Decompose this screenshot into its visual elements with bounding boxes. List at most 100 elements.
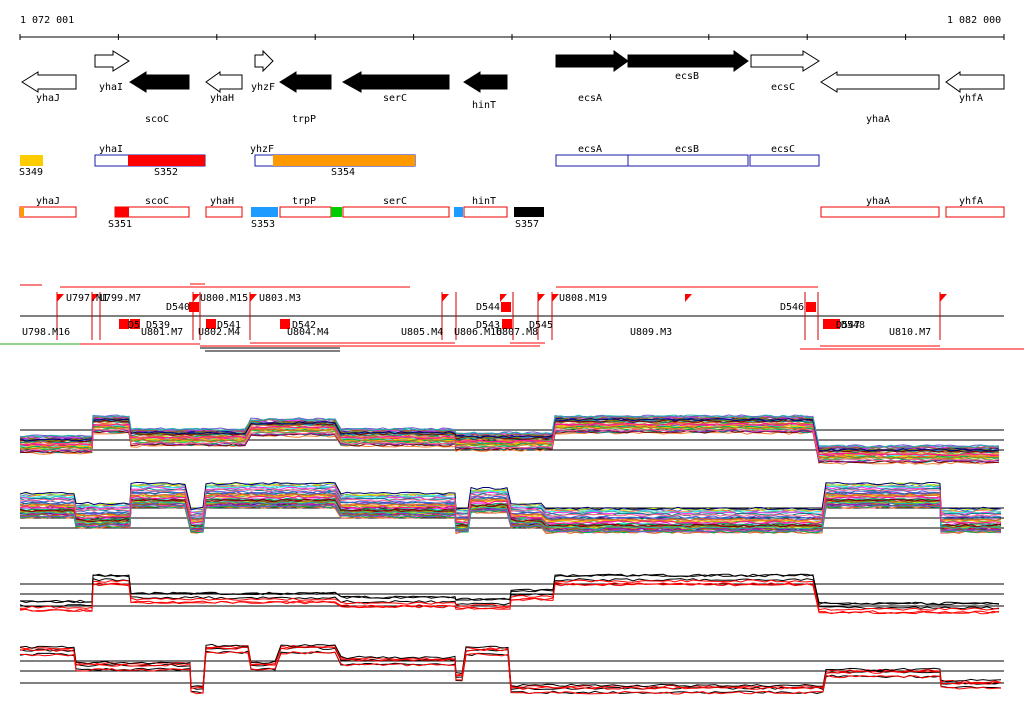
terminator-mark[interactable] bbox=[502, 319, 512, 329]
segment-mark-blue bbox=[454, 207, 463, 217]
expression-panel-forward-pair bbox=[19, 573, 1004, 615]
operon-label-ecsC: ecsC bbox=[771, 144, 795, 155]
expression-panel-reverse-multi bbox=[19, 481, 1004, 535]
operon-label-ecsA: ecsA bbox=[578, 144, 602, 155]
operon-label-trpP: trpP bbox=[292, 196, 316, 207]
segment-label-S354: S354 bbox=[331, 167, 355, 178]
operon-box-ecsB[interactable] bbox=[627, 154, 749, 167]
terminator-mark[interactable] bbox=[119, 319, 129, 329]
segment-S349[interactable] bbox=[20, 155, 43, 166]
operon-box-ecsC[interactable] bbox=[749, 154, 820, 167]
terminator-mark[interactable] bbox=[206, 319, 216, 329]
gene-arrow-ecsC[interactable] bbox=[750, 50, 820, 72]
promoter-flag bbox=[92, 294, 99, 302]
segment-S353[interactable] bbox=[251, 207, 278, 217]
operon-box-ecsA[interactable] bbox=[555, 154, 629, 167]
transcript-label-D541: D541 bbox=[217, 320, 241, 331]
gene-arrow-yhfA[interactable] bbox=[945, 71, 1005, 93]
gene-arrow-yhzF[interactable] bbox=[254, 49, 274, 73]
terminator-mark[interactable] bbox=[806, 302, 816, 312]
transcript-label-U803: U803.M3 bbox=[259, 293, 301, 304]
operon-label-yhaA: yhaA bbox=[866, 196, 890, 207]
expression-profile-line bbox=[19, 482, 1002, 512]
gene-arrow-hinT[interactable] bbox=[463, 71, 508, 93]
gene-label-ecsA: ecsA bbox=[578, 93, 602, 104]
terminator-mark[interactable] bbox=[280, 319, 290, 329]
gene-label-yhaA: yhaA bbox=[866, 114, 890, 125]
operon-box-serC[interactable] bbox=[342, 206, 450, 218]
expression-profile-line bbox=[19, 418, 1000, 452]
promoter-flag bbox=[442, 294, 449, 302]
transcript-label-D5: D5 bbox=[128, 320, 140, 331]
operon-box-yhaJ[interactable] bbox=[19, 206, 77, 218]
gene-label-yhaI: yhaI bbox=[99, 82, 123, 93]
gene-arrow-yhaH[interactable] bbox=[205, 71, 243, 93]
transcript-label-D539: D539 bbox=[146, 320, 170, 331]
terminator-mark[interactable] bbox=[189, 302, 199, 312]
expression-profile-line bbox=[19, 428, 1000, 462]
expression-profile-line bbox=[20, 488, 1002, 517]
transcript-label-U801: U801.M7 bbox=[141, 327, 183, 338]
terminator-mark[interactable] bbox=[130, 319, 140, 329]
transcript-label-U810: U810.M7 bbox=[889, 327, 931, 338]
expression-profile-line bbox=[19, 419, 1000, 453]
expression-profile-line bbox=[19, 481, 1002, 511]
transcript-label-U809: U809.M3 bbox=[630, 327, 672, 338]
operon-box-yhaA[interactable] bbox=[820, 206, 940, 218]
gene-labels: yhaJ yhaI scoC yhaH yhzF trpP serC hinT … bbox=[36, 71, 983, 125]
reverse-operon-track: yhaJ scoC yhaH trpP serC hinT yhaA yhfA … bbox=[19, 196, 1005, 230]
operon-label-ecsB: ecsB bbox=[675, 144, 699, 155]
expression-profile-line bbox=[19, 425, 1000, 460]
gene-arrow-yhaA[interactable] bbox=[820, 71, 940, 93]
operon-box-yhaH[interactable] bbox=[205, 206, 243, 218]
expression-profile-line bbox=[19, 504, 1002, 533]
gene-track bbox=[21, 49, 1005, 93]
transcript-label-U800: U800.M15 bbox=[200, 293, 248, 304]
gene-label-yhaH: yhaH bbox=[210, 93, 234, 104]
operon-box-trpP[interactable] bbox=[279, 206, 332, 218]
segment-mark-yhaJ bbox=[20, 207, 24, 217]
transcript-label-U808: U808.M19 bbox=[559, 293, 607, 304]
gene-label-hinT: hinT bbox=[472, 100, 496, 111]
expression-profile-line bbox=[19, 493, 1002, 522]
gene-arrow-ecsA[interactable] bbox=[555, 50, 629, 72]
expression-panel-forward-multi bbox=[19, 414, 1004, 465]
operon-box-yhfA[interactable] bbox=[945, 206, 1005, 218]
gene-arrow-scoC[interactable] bbox=[129, 71, 190, 93]
terminator-mark[interactable] bbox=[823, 319, 833, 329]
segment-S352[interactable] bbox=[128, 155, 205, 166]
transcript-label-D547: D547 bbox=[836, 320, 860, 331]
operon-box-hinT[interactable] bbox=[463, 206, 508, 218]
segment-label-S351: S351 bbox=[108, 219, 132, 230]
segment-S354[interactable] bbox=[273, 155, 415, 166]
segment-S351[interactable] bbox=[115, 207, 129, 217]
gene-arrow-yhaJ[interactable] bbox=[21, 71, 77, 93]
gene-label-scoC: scoC bbox=[145, 114, 169, 125]
gene-arrow-ecsB[interactable] bbox=[627, 50, 749, 72]
transcript-label-U799: U799.M7 bbox=[99, 293, 141, 304]
promoter-flag bbox=[685, 294, 692, 302]
expression-profile-line bbox=[19, 646, 1002, 690]
operon-label-yhaI: yhaI bbox=[99, 144, 123, 155]
operon-label-hinT: hinT bbox=[472, 196, 496, 207]
gene-arrow-trpP[interactable] bbox=[279, 71, 332, 93]
expression-profile-line bbox=[19, 422, 1000, 457]
transcript-label-U807: U807.M8 bbox=[496, 327, 538, 338]
terminator-mark[interactable] bbox=[501, 302, 511, 312]
promoter-flag bbox=[193, 294, 200, 302]
gene-arrow-yhaI[interactable] bbox=[94, 50, 130, 72]
segment-label-S352: S352 bbox=[154, 167, 178, 178]
terminator-mark[interactable] bbox=[830, 319, 840, 329]
gene-arrow-serC[interactable] bbox=[341, 71, 450, 93]
segment-S357[interactable] bbox=[514, 207, 544, 217]
transcript-label-D544: D544 bbox=[476, 302, 500, 313]
promoter-flag bbox=[538, 294, 545, 302]
gene-label-yhaJ: yhaJ bbox=[36, 93, 60, 104]
transcript-label-D545: D545 bbox=[529, 320, 553, 331]
ruler-end-label: 1 082 000 bbox=[947, 15, 1001, 26]
gene-label-ecsB: ecsB bbox=[675, 71, 699, 82]
expression-profile-line bbox=[19, 424, 1000, 459]
transcript-label-D548: D548 bbox=[841, 320, 865, 331]
